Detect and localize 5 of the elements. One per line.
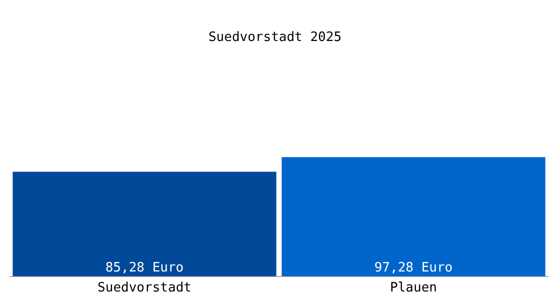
data-label: 97,28 Euro [374, 260, 453, 276]
x-tick-label: Plauen [390, 280, 437, 296]
data-label: 85,28 Euro [105, 260, 184, 276]
chart-title: Suedvorstadt 2025 [208, 30, 342, 46]
x-tick-label: Suedvorstadt [98, 280, 192, 296]
